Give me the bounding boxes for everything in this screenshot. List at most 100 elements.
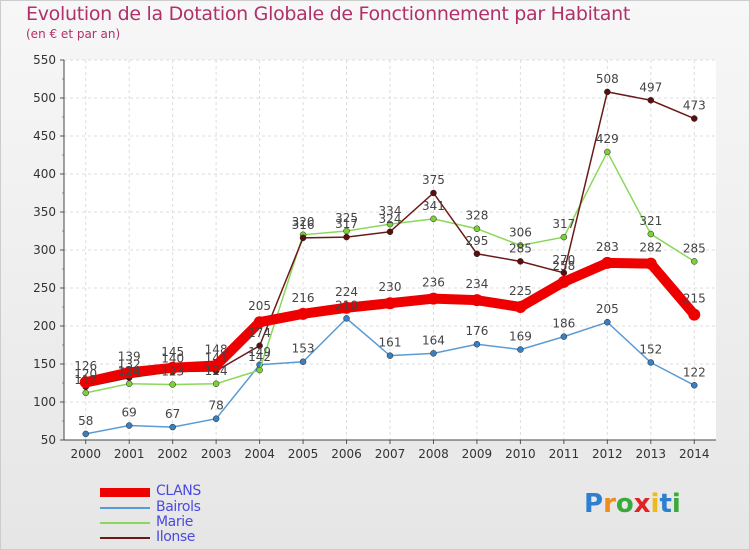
data-point-clans [470,294,483,307]
legend-label-bairols: Bairols [156,499,201,515]
data-label-ilonse: 270 [552,253,575,267]
data-label-bairols: 210 [335,298,358,312]
data-label-bairols: 169 [509,330,532,344]
data-point-marie [212,380,220,388]
data-label-bairols: 186 [552,317,575,331]
data-point-marie [125,380,133,388]
data-point-clans [688,308,701,321]
data-label-ilonse: 316 [292,218,315,232]
data-label-clans: 145 [161,345,184,359]
legend-label-marie: Marie [156,514,193,530]
data-point-clans [644,257,657,270]
data-point-ilonse [560,269,568,277]
data-point-marie [82,389,89,397]
data-point-bairols [169,423,176,431]
logo-letter: i [650,489,660,519]
data-point-marie [691,258,698,265]
y-tick-label: 250 [33,281,56,295]
data-label-clans: 234 [465,277,488,291]
logo-letter: o [615,489,634,519]
data-point-ilonse [691,115,698,122]
data-point-marie [604,148,611,156]
data-point-ilonse [430,189,437,197]
x-tick-label: 2014 [679,447,710,461]
legend-swatch-ilonse [100,537,150,539]
data-label-ilonse: 132 [118,358,141,372]
data-label-clans: 230 [379,280,402,294]
data-label-clans: 283 [596,240,619,254]
data-label-marie: 321 [639,214,662,228]
data-point-clans [297,307,310,320]
data-label-bairols: 205 [596,302,619,316]
logo-letter: i [671,489,681,519]
data-label-marie: 317 [552,217,575,231]
data-point-clans [384,297,396,310]
y-tick-label: 200 [33,319,56,333]
data-point-ilonse [299,234,307,242]
data-point-bairols [82,430,89,438]
data-label-clans: 282 [639,241,662,255]
x-tick-label: 2002 [157,447,188,461]
data-label-ilonse: 317 [335,217,358,231]
data-label-ilonse: 295 [465,234,488,248]
legend-swatch-clans [100,488,150,497]
data-label-marie: 112 [74,373,97,387]
data-point-bairols [473,340,481,348]
data-label-marie: 320 [292,215,315,229]
logo-letter: P [584,489,604,519]
data-label-ilonse: 174 [248,326,271,340]
data-label-clans: 224 [335,285,358,299]
data-point-ilonse [647,97,655,104]
data-label-clans: 215 [683,292,706,306]
x-tick-label: 2001 [114,447,145,461]
data-point-bairols [386,352,394,359]
data-label-bairols: 67 [165,407,180,421]
data-label-ilonse: 375 [422,173,445,187]
data-point-ilonse [604,88,611,96]
data-point-ilonse [343,233,350,241]
data-point-bairols [604,318,611,326]
data-point-bairols [212,415,220,422]
y-tick-label: 100 [33,395,56,409]
data-label-bairols: 78 [208,399,223,413]
data-label-clans: 139 [118,349,141,363]
data-label-bairols: 122 [683,365,706,379]
data-point-marie [430,215,437,223]
x-tick-label: 2004 [244,447,275,461]
logo-letter: x [633,489,651,519]
data-label-ilonse: 140 [161,352,184,366]
data-point-clans [123,366,136,379]
data-point-marie [560,233,568,241]
data-point-clans [79,376,92,389]
data-label-marie: 123 [161,365,184,379]
data-label-clans: 126 [74,359,97,373]
data-label-marie: 328 [465,209,488,223]
data-point-clans [253,316,266,329]
logo-letter: r [603,489,616,519]
data-point-clans [514,301,527,313]
data-point-clans [210,359,223,372]
x-tick-label: 2013 [636,447,667,461]
y-tick-label: 150 [33,357,56,371]
data-label-marie: 142 [248,350,271,364]
data-label-marie: 325 [335,211,358,225]
data-label-clans: 205 [248,299,271,313]
data-point-clans [557,275,570,288]
data-point-bairols [299,358,307,365]
data-point-marie [647,230,655,238]
x-tick-label: 2007 [375,447,406,461]
data-label-clans: 225 [509,284,532,298]
data-label-clans: 258 [552,259,575,273]
data-label-marie: 124 [205,364,228,378]
data-label-bairols: 161 [379,336,402,350]
data-label-ilonse: 141 [205,351,228,365]
data-point-bairols [125,422,133,429]
data-point-clans [427,292,440,305]
data-label-clans: 236 [422,276,445,290]
data-label-ilonse: 120 [74,367,97,381]
data-point-bairols [517,346,524,353]
x-tick-label: 2011 [549,447,580,461]
data-label-bairols: 58 [78,414,93,428]
data-point-bairols [430,350,437,357]
